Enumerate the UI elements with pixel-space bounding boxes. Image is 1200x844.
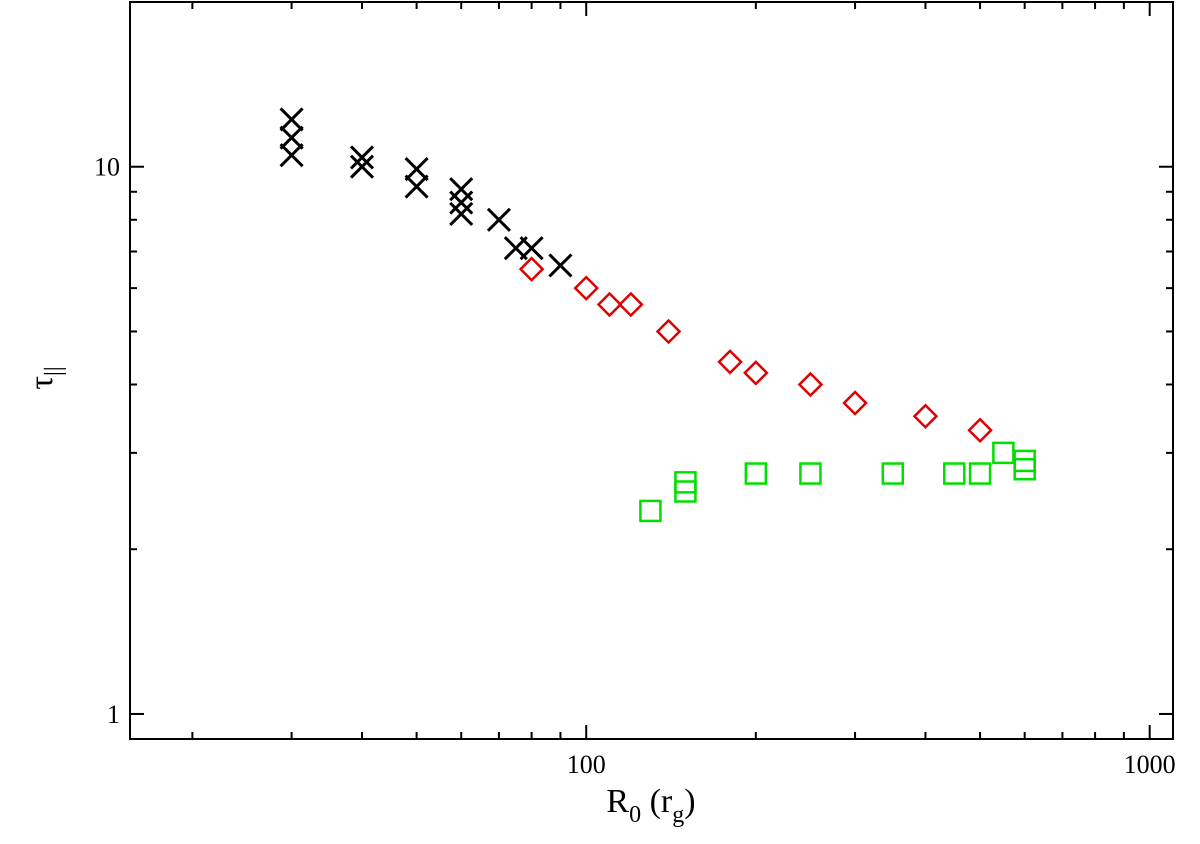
x-marker-point [279, 143, 304, 168]
square-marker-point [799, 462, 822, 485]
x-marker-point [404, 174, 429, 199]
x-marker-point [404, 157, 429, 182]
diamond-marker-point [655, 318, 682, 345]
x-marker-point [548, 253, 573, 278]
square-marker-point [992, 441, 1015, 465]
data-marks [279, 107, 1036, 523]
diamond-marker-point [717, 349, 743, 375]
x-marker-point [449, 190, 474, 215]
x-marker-point [486, 207, 511, 232]
diamond-marker-point [596, 291, 623, 318]
square-marker-point [1013, 449, 1036, 473]
x-marker-point [349, 145, 375, 170]
y-axis-label: τ|| [23, 366, 67, 389]
square-marker-point [639, 499, 662, 523]
x-tick-label: 100 [567, 750, 606, 779]
square-marker-point [943, 462, 966, 485]
diamond-marker-point [618, 291, 644, 318]
square-marker-point [1013, 458, 1036, 481]
x-marker-point [279, 107, 304, 132]
y-tick-label: 10 [94, 153, 120, 182]
axis-ticks [130, 1, 1173, 740]
x-marker-point [519, 236, 544, 261]
diamond-marker-point [573, 275, 599, 301]
square-marker-point [881, 462, 905, 485]
square-marker-point [744, 462, 768, 485]
diamond-marker-point [743, 360, 769, 386]
x-marker-point [449, 201, 474, 226]
square-marker-point [674, 471, 697, 494]
diamond-marker-point [912, 403, 939, 429]
axis-tick-labels: 100 1000 1 10 [94, 153, 1176, 779]
diamond-marker-point [842, 390, 868, 416]
diamond-marker-point [967, 417, 993, 443]
x-marker-point [349, 154, 375, 179]
x-tick-label: 1000 [1124, 750, 1176, 779]
diamond-marker-point [518, 256, 545, 282]
plot-frame [129, 1, 1174, 740]
x-axis-label: R0 (rg) [606, 783, 695, 828]
square-marker-point [968, 462, 992, 485]
x-marker-point [279, 125, 304, 150]
diamond-marker-point [797, 371, 824, 398]
y-tick-label: 1 [107, 700, 120, 729]
